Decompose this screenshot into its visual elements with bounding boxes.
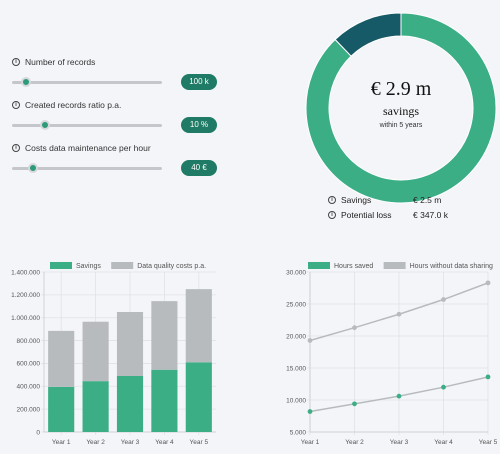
x-tick-label: Year 1 (52, 439, 71, 446)
y-tick-label: 400.000 (17, 384, 41, 391)
slider-thumb[interactable] (28, 163, 38, 173)
slider-value-badge: 10 % (181, 117, 217, 133)
point-hours-saved (352, 401, 357, 407)
point-hours-saved (307, 409, 313, 414)
legend-swatch (383, 262, 406, 269)
donut-total-value: € 2.9 m (370, 78, 432, 100)
slider-costs-data-maintenance: i Costs data maintenance per hour 40 € (12, 142, 217, 176)
savings-donut-chart: € 2.9 m savings within 5 years (305, 12, 497, 204)
slider-label: Costs data maintenance per hour (25, 143, 151, 153)
slider-thumb[interactable] (40, 120, 50, 130)
x-tick-label: Year 3 (390, 439, 409, 446)
legend-swatch (308, 262, 330, 269)
y-tick-label: 30.000 (286, 269, 306, 276)
slider-label: Number of records (25, 57, 96, 67)
info-icon[interactable]: i (12, 58, 20, 66)
x-tick-label: Year 4 (434, 439, 453, 446)
donut-period-note: within 5 years (379, 122, 423, 129)
point-hours-saved (441, 384, 446, 390)
info-icon[interactable]: i (328, 196, 336, 204)
bar-data-quality-costs (116, 312, 144, 376)
legend-swatch (111, 262, 134, 269)
summary-label: Savings (341, 195, 372, 205)
bar-savings (82, 381, 109, 432)
point-hours-without-data-sharing (396, 311, 402, 317)
y-tick-label: 1.400.000 (11, 269, 40, 276)
point-hours-without-data-sharing (485, 280, 491, 286)
y-tick-label: 0 (36, 429, 40, 436)
donut-segment-savings[interactable] (305, 12, 497, 204)
line-chart-svg: 5.000 10.000 15.000 20.000 25.000 30.000 Year … (286, 262, 498, 446)
point-hours-without-data-sharing (307, 338, 313, 343)
slider-number-of-records: i Number of records 100 k (12, 56, 217, 90)
bar-chart-svg: 0 200.000 400.000 600.000 800.000 1.000.000 1.… (11, 262, 216, 446)
point-hours-saved (485, 374, 491, 380)
summary-row-potential-loss: i Potential loss € 347.0 k (328, 209, 458, 222)
bar-savings (185, 362, 212, 432)
bar-savings (116, 376, 144, 432)
legend-swatch (50, 262, 72, 269)
donut-segment-potential-loss[interactable] (334, 12, 402, 57)
slider-track[interactable] (12, 120, 162, 130)
x-tick-label: Year 2 (86, 439, 105, 446)
slider-created-records-ratio: i Created records ratio p.a. 10 % (12, 99, 217, 133)
legend-label: Savings (76, 263, 101, 270)
donut-svg (305, 12, 497, 204)
y-tick-label: 200.000 (17, 406, 41, 413)
y-tick-label: 10.000 (286, 397, 306, 404)
slider-value-badge: 100 k (181, 74, 217, 90)
y-tick-label: 5.000 (290, 429, 307, 436)
x-tick-label: Year 3 (121, 439, 140, 446)
donut-total-label: savings (383, 104, 419, 118)
point-hours-without-data-sharing (441, 297, 446, 302)
bar-data-quality-costs (48, 330, 75, 387)
summary-row-savings: i Savings € 2.5 m (328, 194, 458, 207)
slider-value-badge: 40 € (181, 160, 217, 176)
bar-data-quality-costs (82, 321, 109, 382)
info-icon[interactable]: i (328, 211, 336, 219)
summary-label: Potential loss (341, 210, 392, 220)
y-tick-label: 25.000 (286, 301, 306, 308)
bar-data-quality-costs (185, 289, 212, 363)
y-tick-label: 15.000 (286, 365, 306, 372)
point-hours-without-data-sharing (352, 325, 357, 331)
point-hours-saved (396, 393, 402, 399)
x-tick-label: Year 5 (190, 439, 209, 446)
savings-bar-chart: 0 200.000 400.000 600.000 800.000 1.000.000 1.… (2, 258, 220, 452)
y-tick-label: 1.200.000 (11, 292, 40, 299)
info-icon[interactable]: i (12, 144, 20, 152)
bar-data-quality-costs (151, 301, 178, 370)
legend-label: Hours without data sharing (410, 263, 493, 270)
donut-center-label: € 2.9 m savings within 5 years (305, 78, 497, 129)
slider-track[interactable] (12, 163, 162, 173)
y-tick-label: 1.000.000 (11, 315, 40, 322)
info-icon[interactable]: i (12, 101, 20, 109)
bar-savings (48, 386, 75, 432)
summary-value: € 2.5 m (413, 195, 442, 205)
slider-thumb[interactable] (20, 77, 31, 87)
hours-line-chart: 5.000 10.000 15.000 20.000 25.000 30.000 Year … (268, 258, 498, 452)
y-tick-label: 20.000 (286, 333, 306, 340)
x-tick-label: Year 4 (155, 439, 174, 446)
x-tick-label: Year 5 (479, 439, 498, 446)
x-tick-label: Year 1 (301, 439, 320, 446)
y-tick-label: 800.000 (17, 338, 41, 345)
bar-savings (151, 369, 178, 432)
x-tick-label: Year 2 (345, 439, 364, 446)
summary-value: € 347.0 k (413, 210, 448, 220)
y-tick-label: 600.000 (17, 361, 41, 368)
slider-label: Created records ratio p.a. (25, 100, 122, 110)
legend-label: Data quality costs p.a. (137, 263, 206, 270)
savings-summary: i Savings € 2.5 m i Potential loss € 347… (328, 194, 458, 224)
slider-track[interactable] (12, 77, 162, 87)
legend-label: Hours saved (334, 263, 373, 270)
